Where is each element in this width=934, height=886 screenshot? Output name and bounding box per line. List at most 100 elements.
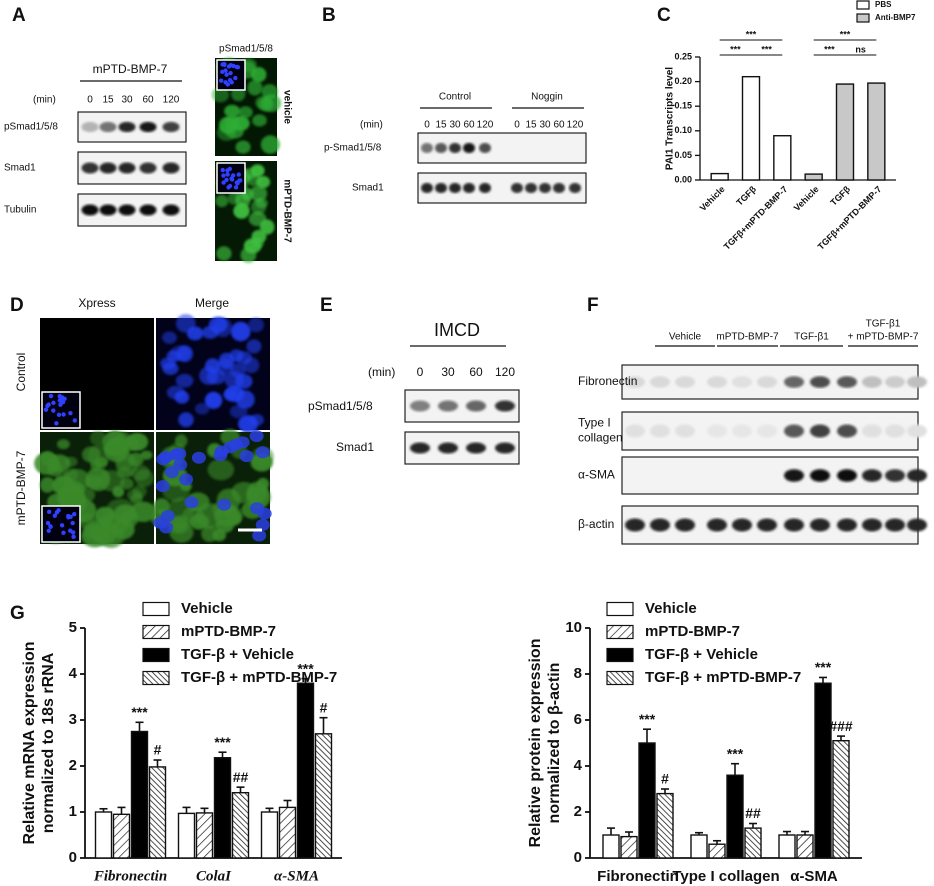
cell <box>178 412 194 428</box>
legend-label: TGF-β + Vehicle <box>181 646 294 663</box>
inset-cell <box>222 61 227 67</box>
cell <box>204 391 223 409</box>
row-label: collagen <box>578 431 623 445</box>
blot-band <box>732 518 752 532</box>
bar <box>130 730 149 859</box>
blot-band <box>784 469 804 482</box>
nucleus <box>214 445 229 458</box>
blot-band <box>862 376 882 388</box>
cell <box>126 432 149 451</box>
cell <box>94 506 116 525</box>
treatment: mPTD-BMP-7 <box>93 62 168 76</box>
inset-cell <box>224 72 229 77</box>
blot-band <box>118 162 136 174</box>
row-label: Smad1 <box>352 183 384 194</box>
nucleus <box>156 453 171 466</box>
bar <box>690 834 708 859</box>
time-unit: (min) <box>33 95 56 106</box>
legend-label: mPTD-BMP-7 <box>181 623 276 640</box>
legend-swatch <box>606 670 634 686</box>
blot-band <box>810 469 830 482</box>
y-tick-label: 10 <box>565 619 582 636</box>
nucleus <box>255 446 270 459</box>
time: 0 <box>417 365 424 379</box>
y-axis-label: Relative mRNA expression <box>21 641 38 844</box>
cell <box>216 246 232 261</box>
significance-label: *** <box>840 29 851 39</box>
cell <box>170 345 190 361</box>
time: 120 <box>495 365 515 379</box>
legend-swatch <box>606 647 634 663</box>
blot-band <box>907 518 927 532</box>
cell <box>57 485 86 510</box>
bar <box>177 812 196 859</box>
significance-label: *** <box>746 29 757 39</box>
cell <box>252 114 267 127</box>
blot-band <box>650 424 670 438</box>
blot-band <box>837 424 857 438</box>
bar <box>778 834 796 859</box>
panel-label: C <box>657 5 671 26</box>
bar <box>231 791 250 859</box>
legend-label: mPTD-BMP-7 <box>645 623 740 640</box>
cell <box>235 351 253 365</box>
blot-band <box>553 182 565 194</box>
blot-band <box>810 376 830 388</box>
legend-label: TGF-β + mPTD-BMP-7 <box>645 669 801 686</box>
blot-band <box>139 204 157 216</box>
bar <box>260 811 279 859</box>
significance-label: ## <box>233 769 249 785</box>
inset-cell <box>225 82 230 87</box>
y-tick-label: 2 <box>574 803 582 820</box>
cell <box>215 194 229 208</box>
time: 15 <box>525 120 537 131</box>
significance-label: ### <box>829 718 853 734</box>
legend-label: Anti-BMP7 <box>875 13 916 22</box>
x-tick-label: Fibronectin <box>93 868 167 884</box>
bar <box>741 75 761 181</box>
inset-cell <box>231 173 236 178</box>
time: 120 <box>567 120 584 131</box>
inset-cell <box>43 407 49 412</box>
inset-cell <box>225 172 230 177</box>
cell <box>81 523 104 541</box>
column-label: Xpress <box>78 296 115 310</box>
cell <box>256 175 271 189</box>
row-label: pSmad1/5/8 <box>308 399 373 413</box>
inset-cell <box>233 185 239 190</box>
bar <box>744 827 762 859</box>
cell <box>204 358 221 374</box>
cell <box>216 358 234 376</box>
blot-band <box>162 204 180 216</box>
cell <box>162 362 179 375</box>
cell <box>224 371 244 389</box>
significance-label: *** <box>815 659 832 675</box>
image-row-label: mPTD-BMP-7 <box>281 179 292 243</box>
nucleus <box>173 458 188 471</box>
time: 60 <box>463 120 475 131</box>
blot-band <box>885 469 905 482</box>
blot-band <box>99 121 117 133</box>
x-tick-label: TGFβ+mPTD-BMP-7 <box>816 184 884 252</box>
blot-band <box>707 424 727 438</box>
legend-label: TGF-β + Vehicle <box>645 646 758 663</box>
blot-band <box>81 121 99 133</box>
y-axis-label: normalized to 18s rRNA <box>40 652 57 833</box>
x-tick-label: TGFβ <box>734 184 758 208</box>
nucleus <box>239 450 254 463</box>
blot-band <box>675 518 695 532</box>
cell <box>224 104 241 118</box>
y-axis-label: PAI1 Transcripts level <box>665 67 676 170</box>
inset-cell <box>220 69 225 75</box>
panel-label: D <box>10 295 24 316</box>
blot-band <box>438 400 458 412</box>
inset-cell <box>45 520 51 526</box>
inset-cell <box>227 78 233 83</box>
cell <box>174 390 190 404</box>
cell <box>207 458 235 481</box>
blot-band <box>466 400 486 412</box>
inset-cell <box>59 523 65 528</box>
nucleus <box>217 498 232 511</box>
time: 0 <box>514 120 520 131</box>
